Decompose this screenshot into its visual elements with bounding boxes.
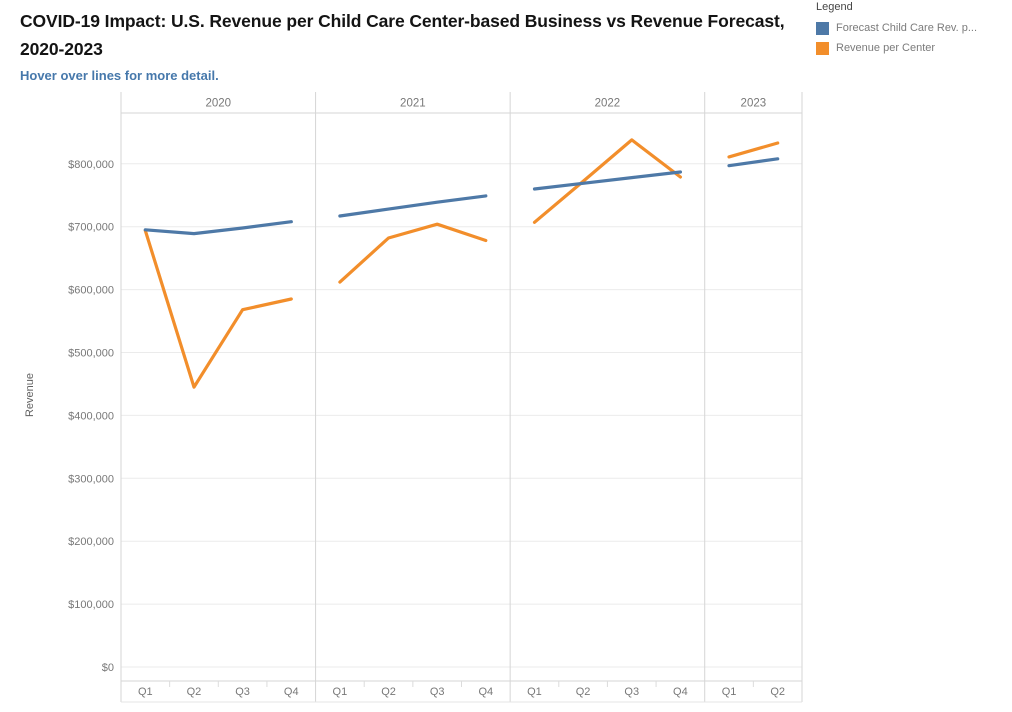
quarter-label: Q3: [624, 686, 639, 698]
y-tick-label: $700,000: [68, 222, 114, 234]
legend-item-label: Forecast Child Care Rev. p...: [836, 22, 978, 34]
quarter-label: Q1: [138, 686, 153, 698]
page-title: COVID-19 Impact: U.S. Revenue per Child …: [20, 11, 785, 59]
title-block: COVID-19 Impact: U.S. Revenue per Child …: [20, 7, 820, 83]
forecast-line-2023[interactable]: [727, 157, 780, 168]
y-tick-label: $800,000: [68, 159, 114, 171]
year-label: 2021: [400, 98, 426, 110]
y-tick-label: $600,000: [68, 285, 114, 297]
year-label: 2023: [741, 98, 767, 110]
revenue-line-2023[interactable]: [727, 141, 780, 159]
quarter-label: Q2: [187, 686, 202, 698]
revenue-swatch-icon: [816, 41, 829, 55]
quarter-label: Q2: [770, 686, 785, 698]
quarter-label: Q4: [284, 686, 299, 698]
quarter-label: Q4: [673, 686, 688, 698]
year-label: 2020: [205, 98, 231, 110]
quarter-label: Q1: [722, 686, 737, 698]
quarter-label: Q2: [381, 686, 396, 698]
quarter-label: Q1: [527, 686, 542, 698]
y-tick-label: $200,000: [68, 536, 114, 548]
quarter-label: Q4: [478, 686, 493, 698]
quarter-label: Q3: [235, 686, 250, 698]
revenue-line-2022[interactable]: [532, 138, 683, 224]
legend-item[interactable]: Revenue per Center: [816, 38, 1010, 58]
y-tick-label: $300,000: [68, 473, 114, 485]
revenue-line-2021[interactable]: [338, 222, 488, 284]
y-tick-label: $100,000: [68, 599, 114, 611]
forecast-line-2021[interactable]: [338, 194, 488, 218]
forecast-line-2022[interactable]: [532, 170, 683, 191]
revenue-line-2020[interactable]: [143, 228, 293, 389]
y-tick-label: $400,000: [68, 410, 114, 422]
legend-item-label: Revenue per Center: [836, 42, 936, 54]
forecast-line-2020[interactable]: [143, 220, 293, 236]
chart-subtitle: Hover over lines for more detail.: [20, 68, 219, 83]
y-tick-label: $500,000: [68, 348, 114, 360]
quarter-label: Q1: [333, 686, 348, 698]
y-tick-label: $0: [102, 662, 114, 674]
legend-items: Forecast Child Care Rev. p... Revenue per…: [816, 18, 1010, 58]
year-label: 2022: [595, 98, 621, 110]
legend-title: Legend: [816, 1, 853, 13]
quarter-label: Q3: [430, 686, 445, 698]
legend-panel: Legend Forecast Child Care Rev. p... Reve…: [816, 1, 1010, 58]
forecast-swatch-icon: [816, 21, 829, 35]
quarter-label: Q2: [576, 686, 591, 698]
legend-item[interactable]: Forecast Child Care Rev. p...: [816, 18, 1010, 38]
